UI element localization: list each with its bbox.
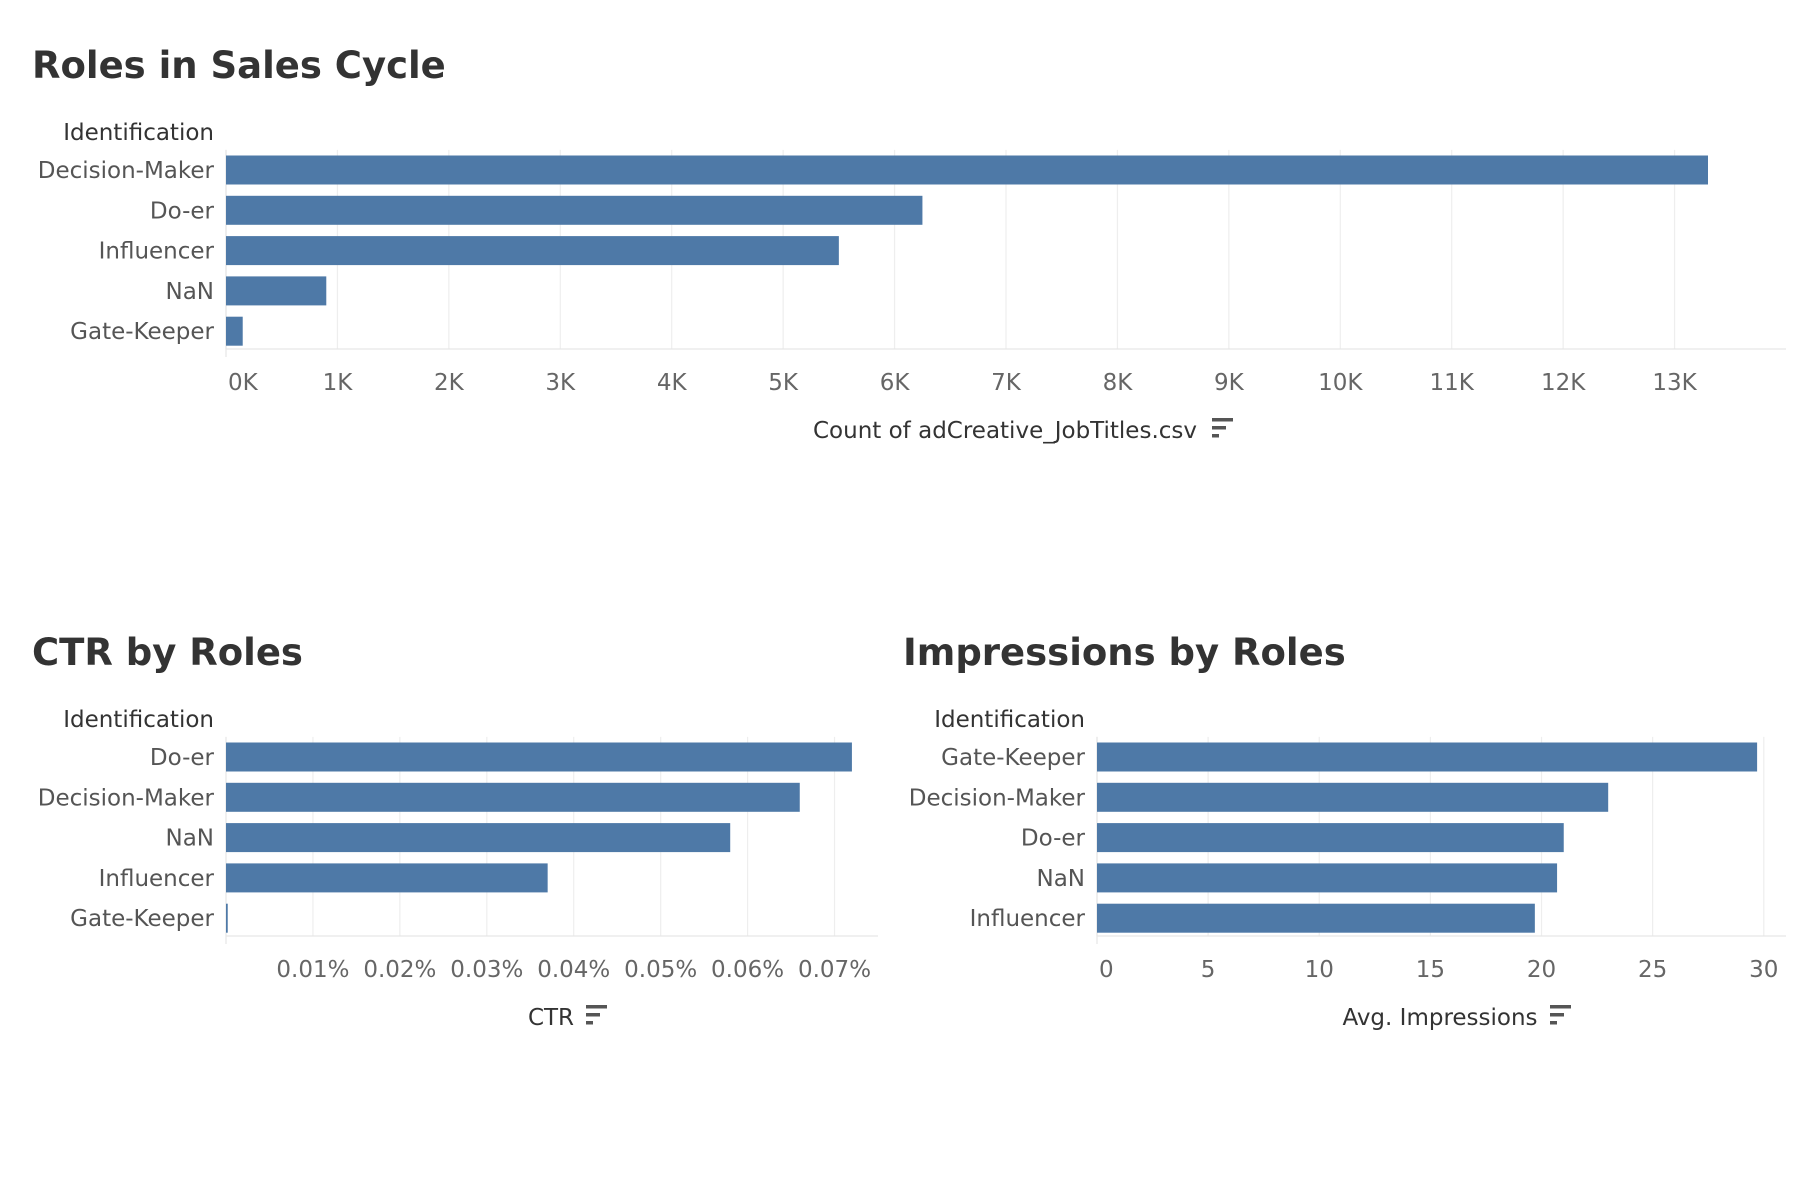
roles-bar[interactable] <box>226 236 839 266</box>
impressions-x-axis-title: Avg. Impressions <box>1342 1005 1537 1031</box>
impressions-tick-label: 5 <box>1201 957 1216 983</box>
impressions-bar[interactable] <box>1097 782 1609 812</box>
roles-bar[interactable] <box>226 195 923 225</box>
impressions-chart: Impressions by Roles Identification Gate… <box>903 631 1786 1031</box>
impressions-bar[interactable] <box>1097 823 1564 853</box>
impressions-sort-icon[interactable] <box>1550 1005 1571 1025</box>
ctr-row-header: Identification <box>63 707 214 733</box>
roles-bar[interactable] <box>226 155 1708 185</box>
ctr-x-axis-title: CTR <box>528 1005 574 1031</box>
impressions-category-label: NaN <box>1036 866 1085 892</box>
ctr-chart: CTR by Roles Identification Do-er Decisio… <box>32 631 878 1031</box>
ctr-tick-label: 0.03% <box>450 957 523 983</box>
ctr-category-label: Gate-Keeper <box>70 906 214 932</box>
ctr-tick-label: 0.07% <box>798 957 871 983</box>
ctr-tick-label: 0.02% <box>363 957 436 983</box>
impressions-tick-label: 0 <box>1099 957 1114 983</box>
roles-chart-title: Roles in Sales Cycle <box>32 44 446 87</box>
ctr-tick-label: 0.01% <box>276 957 349 983</box>
impressions-category-label: Do-er <box>1021 826 1086 852</box>
impressions-tick-label: 10 <box>1305 957 1334 983</box>
ctr-chart-title: CTR by Roles <box>32 631 303 674</box>
ctr-tick-label: 0.05% <box>624 957 697 983</box>
roles-category-label: Gate-Keeper <box>70 319 214 345</box>
ctr-bar[interactable] <box>226 782 800 812</box>
ctr-category-label: Decision-Maker <box>38 785 215 811</box>
impressions-plot-area: Gate-Keeper Decision-Maker Do-er NaN Influen… <box>909 736 1786 983</box>
roles-tick-label: 7K <box>991 370 1022 396</box>
impressions-tick-label: 15 <box>1416 957 1445 983</box>
roles-sort-icon[interactable] <box>1212 418 1233 438</box>
roles-category-label: Do-er <box>150 198 215 224</box>
roles-category-label: Decision-Maker <box>38 158 215 184</box>
roles-tick-label: 12K <box>1541 370 1586 396</box>
roles-tick-label: 11K <box>1430 370 1475 396</box>
roles-tick-label: 0K <box>228 370 259 396</box>
ctr-bar[interactable] <box>226 742 852 772</box>
roles-tick-label: 3K <box>545 370 576 396</box>
roles-tick-label: 10K <box>1318 370 1363 396</box>
ctr-bar[interactable] <box>226 863 548 893</box>
impressions-category-label: Gate-Keeper <box>941 745 1085 771</box>
ctr-bar[interactable] <box>226 903 228 933</box>
roles-chart: Roles in Sales Cycle Identification Deci… <box>32 44 1786 444</box>
roles-tick-label: 4K <box>657 370 688 396</box>
roles-tick-label: 8K <box>1103 370 1134 396</box>
impressions-bar[interactable] <box>1097 742 1758 772</box>
ctr-sort-icon[interactable] <box>586 1005 607 1025</box>
ctr-category-label: Do-er <box>150 745 215 771</box>
impressions-tick-label: 30 <box>1749 957 1778 983</box>
ctr-category-label: Influencer <box>99 866 215 892</box>
impressions-row-header: Identification <box>934 707 1085 733</box>
roles-bar[interactable] <box>226 316 243 346</box>
impressions-category-label: Decision-Maker <box>909 785 1086 811</box>
impressions-chart-title: Impressions by Roles <box>903 631 1346 674</box>
impressions-category-label: Influencer <box>970 906 1086 932</box>
roles-row-header: Identification <box>63 120 214 146</box>
impressions-tick-label: 20 <box>1527 957 1556 983</box>
ctr-tick-label: 0.04% <box>537 957 610 983</box>
roles-tick-label: 13K <box>1652 370 1697 396</box>
ctr-tick-label: 0.06% <box>711 957 784 983</box>
roles-bar[interactable] <box>226 276 327 306</box>
ctr-plot-area: Do-er Decision-Maker NaN Influencer Gate-Kee… <box>38 736 878 983</box>
impressions-bar[interactable] <box>1097 903 1535 933</box>
roles-category-label: NaN <box>165 279 214 305</box>
impressions-bar[interactable] <box>1097 863 1558 893</box>
roles-tick-label: 5K <box>768 370 799 396</box>
ctr-bar[interactable] <box>226 823 731 853</box>
roles-category-label: Influencer <box>99 239 215 265</box>
roles-tick-label: 2K <box>434 370 465 396</box>
ctr-category-label: NaN <box>165 826 214 852</box>
impressions-tick-label: 25 <box>1638 957 1667 983</box>
roles-tick-label: 9K <box>1214 370 1245 396</box>
roles-plot-area: Decision-Maker Do-er Influencer NaN Gate-Kee… <box>38 149 1786 396</box>
roles-tick-label: 6K <box>880 370 911 396</box>
roles-x-axis-title: Count of adCreative_JobTitles.csv <box>813 418 1197 444</box>
roles-tick-label: 1K <box>323 370 354 396</box>
